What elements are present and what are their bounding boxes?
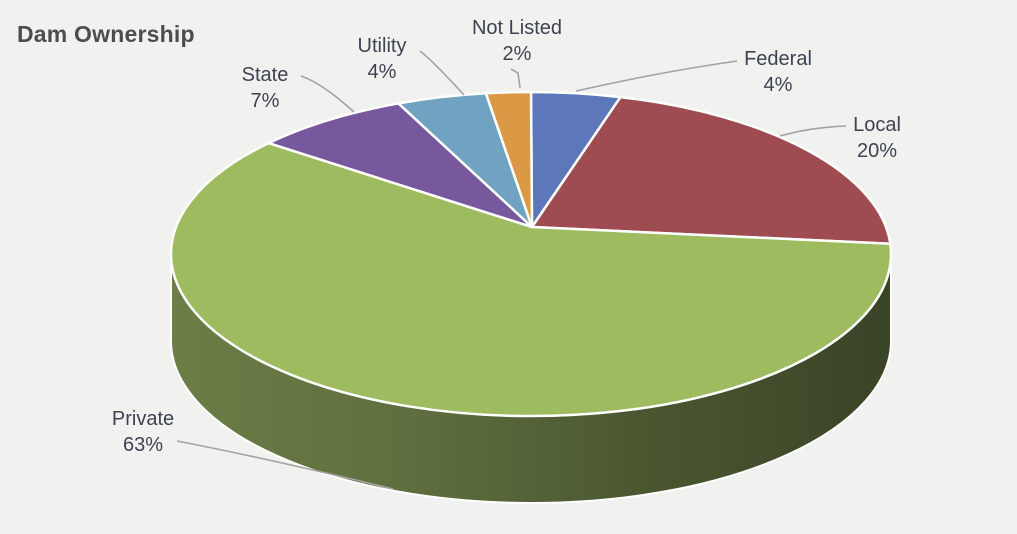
slice-label-local-name: Local [853,114,901,136]
chart-title: Dam Ownership [17,21,195,47]
local-leader-line [779,125,847,137]
private-leader-line [176,440,394,490]
slice-label-state-pct: 7% [250,90,280,112]
slice-label-not-listed-pct: 2% [502,43,532,65]
federal-leader-line [575,60,738,92]
slice-label-not-listed-name: Not Listed [471,17,563,39]
slice-label-federal: Federal 4% [744,46,812,98]
slice-label-private-pct: 63% [122,434,164,456]
utility-leader-line [419,50,465,96]
slice-label-utility-name: Utility [357,35,407,57]
pie-slice-private [169,141,893,418]
pie-slice-local [530,95,892,246]
slice-label-local-pct: 20% [856,140,898,162]
slice-label-utility-pct: 4% [367,61,397,83]
slice-label-state: State 7% [242,62,289,114]
slice-label-not-listed: Not Listed 2% [472,15,562,67]
pie-slice-state [267,102,534,229]
slice-label-federal-name: Federal [744,48,812,70]
slice-label-utility: Utility 4% [358,33,407,85]
not-listed-leader-line [510,68,521,89]
slice-label-state-name: State [241,64,289,86]
leader-lines [176,50,847,490]
slice-label-private-name: Private [111,408,175,430]
slice-label-local: Local 20% [853,112,901,164]
pie-slice-not-listed [484,90,534,229]
state-leader-line [300,75,355,113]
slice-label-federal-pct: 4% [763,74,793,96]
pie-slices [169,90,893,418]
slice-label-private: Private 63% [112,406,174,458]
